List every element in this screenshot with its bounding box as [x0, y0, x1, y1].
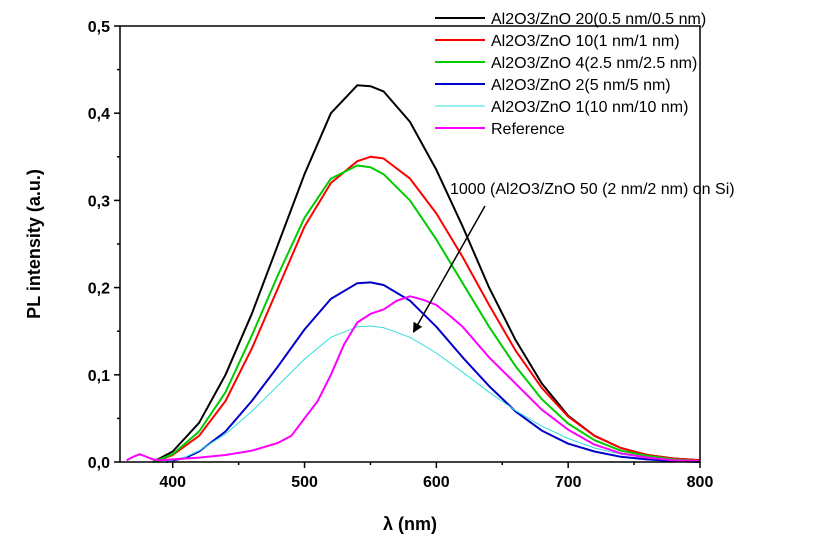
series-line-3	[152, 164, 701, 463]
legend-label: Reference	[491, 121, 565, 138]
y-tick-label: 0,5	[88, 19, 110, 36]
legend: Al2O3/ZnO 20(0.5 nm/0.5 nm) Al2O3/ZnO 10(…	[435, 11, 706, 138]
annotation-text: 1000 (Al2O3/ZnO 50 (2 nm/2 nm) on Si)	[450, 181, 735, 198]
legend-label: Al2O3/ZnO 4(2.5 nm/2.5 nm)	[491, 55, 697, 72]
x-tick-label: 600	[423, 474, 450, 491]
legend-label: Al2O3/ZnO 1(10 nm/10 nm)	[491, 99, 688, 116]
x-axis-title: λ (nm)	[383, 514, 437, 534]
x-tick-label: 500	[291, 474, 318, 491]
y-tick-label: 0,0	[88, 455, 110, 472]
series-line-4	[165, 281, 701, 463]
x-tick-label: 800	[687, 474, 714, 491]
x-tick-label: 400	[159, 474, 186, 491]
annotation: 1000 (Al2O3/ZnO 50 (2 nm/2 nm) on Si)	[412, 181, 735, 333]
series-line-6	[126, 295, 701, 463]
y-tick-label: 0,4	[88, 106, 110, 123]
y-tick-label: 0,2	[88, 281, 110, 298]
annotation-arrow	[412, 205, 486, 333]
y-tick-label: 0,3	[88, 193, 110, 210]
y-axis-title: PL intensity (a.u.)	[24, 169, 44, 319]
plot-lines	[126, 84, 701, 463]
legend-label: Al2O3/ZnO 2(5 nm/5 nm)	[491, 77, 671, 94]
series-line-2	[152, 155, 701, 463]
legend-label: Al2O3/ZnO 20(0.5 nm/0.5 nm)	[491, 11, 706, 28]
series-line-1	[152, 84, 701, 463]
x-tick-label: 700	[555, 474, 582, 491]
legend-label: Al2O3/ZnO 10(1 nm/1 nm)	[491, 33, 680, 50]
y-axis-ticks: 0,0 0,1 0,2 0,3 0,4 0,5	[88, 19, 120, 472]
series-line-5	[165, 325, 701, 463]
y-tick-label: 0,1	[88, 368, 110, 385]
x-axis-ticks: 400 500 600 700 800	[159, 462, 713, 491]
